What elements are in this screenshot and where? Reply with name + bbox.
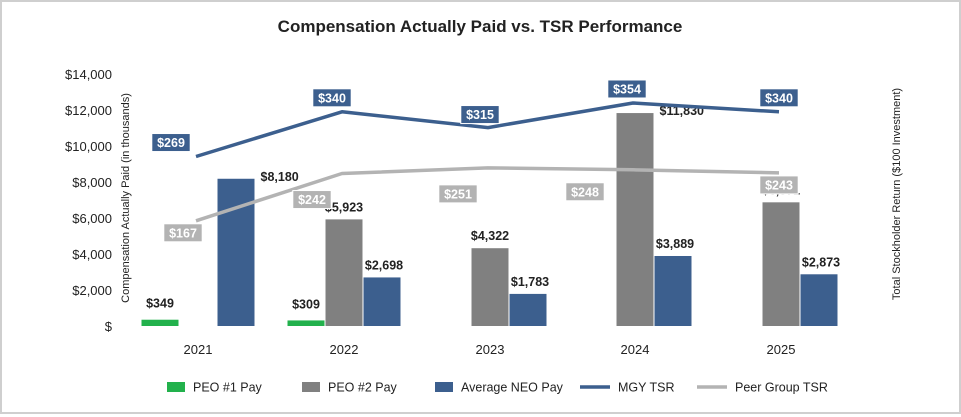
tsr-label-box [292, 190, 332, 210]
x-axis-ticks: 2021 2022 2023 2024 2025 [184, 342, 796, 357]
tsr-label-box [607, 79, 647, 99]
bar [363, 277, 401, 326]
bar-value-label: $4,322 [471, 229, 509, 243]
tsr-label-box [759, 175, 799, 195]
tsr-line [195, 166, 780, 223]
y2-axis-label: Total Stockholder Return ($100 Investmen… [891, 88, 903, 300]
bar-value-label: $349 [146, 297, 174, 311]
tsr-label: $248 [571, 185, 599, 199]
bar [471, 248, 509, 326]
bar [217, 178, 255, 326]
tsr-label: $354 [613, 82, 641, 96]
bar [800, 274, 838, 326]
tsr-label: $251 [444, 187, 472, 201]
legend-swatch [435, 382, 453, 392]
tsr-label: $167 [169, 226, 197, 240]
bar [762, 202, 800, 326]
bar-value-label: $8,180 [261, 170, 299, 184]
tsr-label: $340 [765, 91, 793, 105]
y-tick-label: $2,000 [72, 283, 112, 298]
y-tick-label: $10,000 [65, 139, 112, 154]
tsr-label-box [759, 88, 799, 108]
bar-value-label: $3,889 [656, 237, 694, 251]
bar-value-label: $309 [292, 297, 320, 311]
chart-svg: Compensation Actually Paid vs. TSR Perfo… [65, 17, 903, 395]
tsr-label: $243 [765, 178, 793, 192]
tsr-label-box [312, 88, 352, 108]
tsr-label-box [460, 105, 500, 125]
y-axis-label: Compensation Actually Paid (in thousands… [120, 93, 132, 303]
lines-layer: $269 $340 $315 $354 $340 $167 $242 $251 $248 $243 [151, 79, 799, 243]
x-tick-label: 2023 [476, 342, 505, 357]
y-tick-label: $8,000 [72, 175, 112, 190]
chart-title: Compensation Actually Paid vs. TSR Perfo… [278, 17, 683, 36]
legend: PEO #1 Pay PEO #2 Pay Average NEO Pay MGY T… [167, 381, 828, 395]
y-axis-ticks: $ $2,000 $4,000 $6,000 $8,000 $10,000 $12,000 $… [65, 67, 113, 334]
legend-swatch [167, 382, 185, 392]
x-tick-label: 2022 [330, 342, 359, 357]
legend-label: PEO #1 Pay [193, 381, 263, 395]
x-tick-label: 2024 [621, 342, 650, 357]
bar [654, 255, 692, 326]
legend-label: MGY TSR [618, 381, 675, 395]
y-tick-label: $14,000 [65, 67, 112, 82]
bars-layer: $349$309$5,923$4,322$11,830$6,871$8,180$… [141, 104, 840, 326]
bar [325, 219, 363, 326]
legend-label: Average NEO Pay [461, 381, 564, 395]
bar [141, 319, 179, 326]
y-tick-label: $4,000 [72, 247, 112, 262]
tsr-label: $315 [466, 108, 494, 122]
bar-value-label: $2,698 [365, 258, 403, 272]
bar [287, 320, 325, 326]
tsr-label-box [565, 182, 605, 202]
y-tick-label: $6,000 [72, 211, 112, 226]
legend-swatch [302, 382, 320, 392]
bar-value-label: $1,783 [511, 275, 549, 289]
bar [509, 293, 547, 326]
tsr-label: $242 [298, 193, 326, 207]
x-tick-label: 2021 [184, 342, 213, 357]
bar [616, 113, 654, 326]
tsr-line [195, 101, 780, 159]
x-tick-label: 2025 [767, 342, 796, 357]
y-tick-label: $12,000 [65, 103, 112, 118]
y-tick-label: $ [105, 319, 113, 334]
bar-value-label: $2,873 [802, 255, 840, 269]
bar-value-label: $5,923 [325, 200, 363, 214]
tsr-label-box [163, 223, 203, 243]
tsr-label: $340 [318, 91, 346, 105]
legend-label: PEO #2 Pay [328, 381, 398, 395]
legend-label: Peer Group TSR [735, 381, 828, 395]
tsr-label-box [151, 133, 191, 153]
tsr-label-box [438, 184, 478, 204]
tsr-label: $269 [157, 136, 185, 150]
